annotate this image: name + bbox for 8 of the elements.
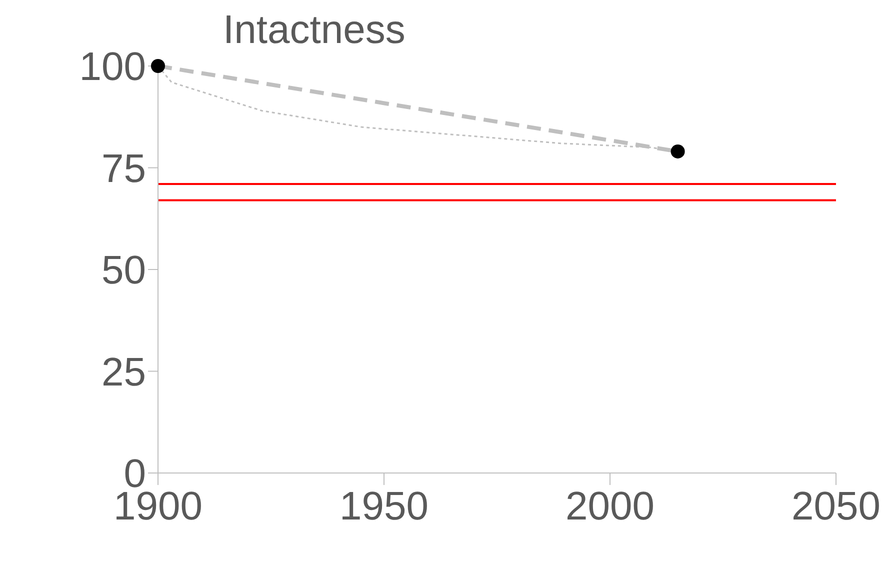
chart-title: Intactness xyxy=(222,8,406,52)
x-tick-label: 1950 xyxy=(340,484,428,528)
y-tick-label: 75 xyxy=(102,146,146,191)
x-tick-label: 2050 xyxy=(792,484,880,528)
y-tick-label: 50 xyxy=(102,248,146,293)
y-tick-label: 25 xyxy=(102,350,146,394)
y-tick-label: 100 xyxy=(79,45,146,90)
x-tick-label: 2000 xyxy=(566,484,654,528)
